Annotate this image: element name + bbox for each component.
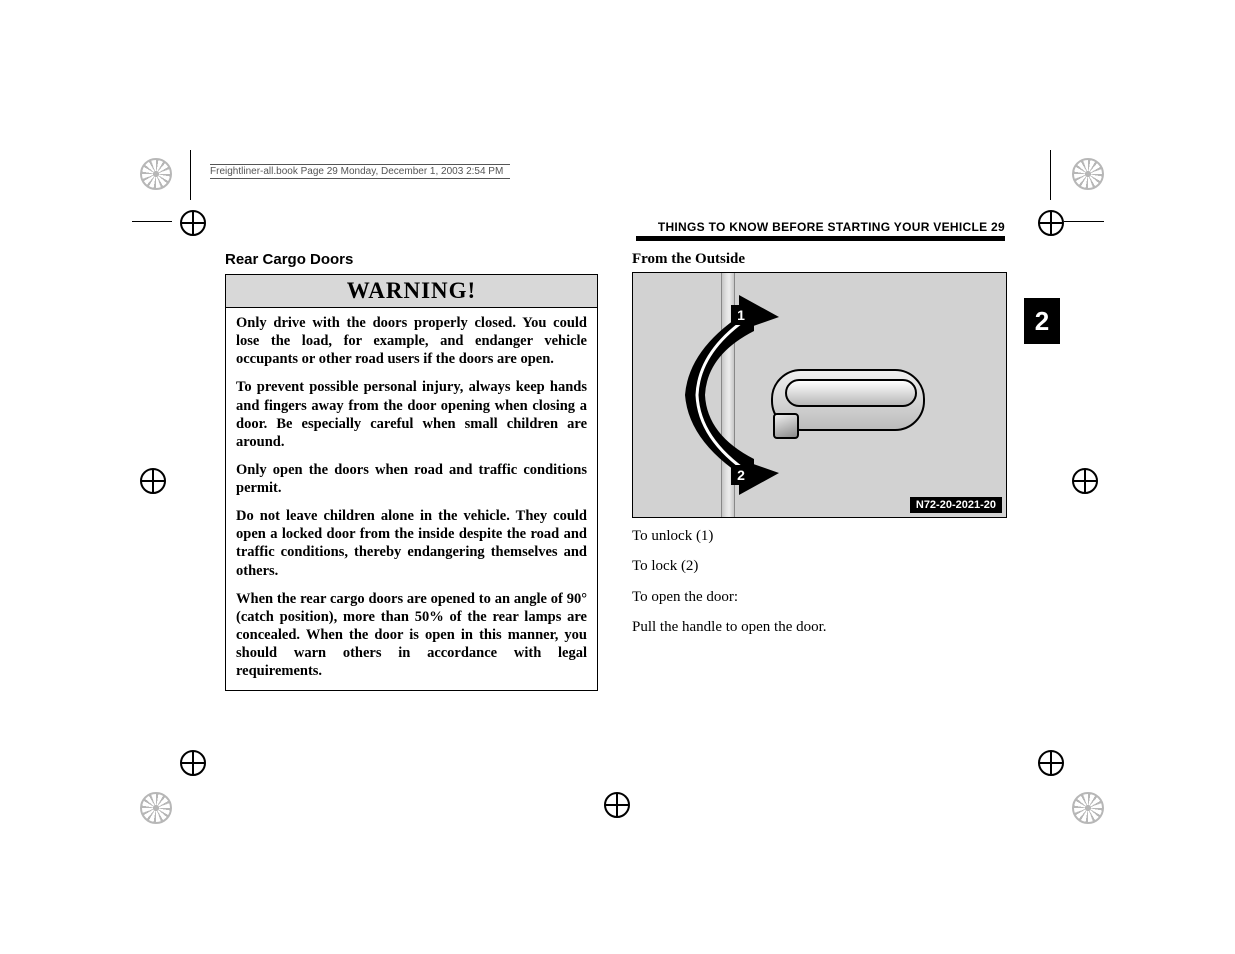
body-para: Pull the handle to open the door. xyxy=(632,617,1005,637)
crop-mark-top-left xyxy=(140,158,172,190)
page-meta-line: Freightliner-all.book Page 29 Monday, De… xyxy=(210,164,510,179)
body-para: To lock (2) xyxy=(632,556,1005,576)
sub-heading: From the Outside xyxy=(632,251,1005,268)
page-body: THINGS TO KNOW BEFORE STARTING YOUR VEHI… xyxy=(225,220,1005,691)
crop-line xyxy=(1050,150,1051,200)
warning-para: Only open the doors when road and traffi… xyxy=(236,461,587,497)
warning-box: WARNING! Only drive with the doors prope… xyxy=(225,274,598,691)
body-para: To open the door: xyxy=(632,587,1005,607)
register-mark-left-mid xyxy=(140,468,166,494)
crop-mark-top-right xyxy=(1072,158,1104,190)
crop-line xyxy=(1064,221,1104,222)
register-mark-bottom-left xyxy=(180,750,206,776)
register-mark-top-right xyxy=(1038,210,1064,236)
lock-cylinder xyxy=(773,413,799,439)
crop-line xyxy=(132,221,172,222)
door-handle-figure: 1 2 N72-20-2021-20 xyxy=(632,272,1007,518)
header-rule xyxy=(636,236,1005,241)
section-title: Rear Cargo Doors xyxy=(225,251,598,268)
section-tab: 2 xyxy=(1024,298,1060,344)
crop-line xyxy=(190,150,191,200)
warning-para: To prevent possible personal injury, alw… xyxy=(236,378,587,451)
callout-1: 1 xyxy=(731,305,751,325)
warning-heading: WARNING! xyxy=(226,275,597,308)
warning-body: Only drive with the doors properly close… xyxy=(226,308,597,690)
right-body-text: To unlock (1) To lock (2) To open the do… xyxy=(632,526,1005,637)
register-mark-top-left xyxy=(180,210,206,236)
register-mark-bottom-right xyxy=(1038,750,1064,776)
left-column: Rear Cargo Doors WARNING! Only drive wit… xyxy=(225,251,598,691)
running-head: THINGS TO KNOW BEFORE STARTING YOUR VEHI… xyxy=(225,220,1005,234)
warning-para: Do not leave children alone in the vehic… xyxy=(236,507,587,580)
register-mark-bottom-mid xyxy=(604,792,630,818)
callout-2: 2 xyxy=(731,465,751,485)
warning-para: When the rear cargo doors are opened to … xyxy=(236,590,587,681)
handle-lever xyxy=(785,379,917,407)
right-column: From the Outside 1 2 N72-20-2021-20 xyxy=(632,251,1005,691)
body-para: To unlock (1) xyxy=(632,526,1005,546)
rotation-arrow-icon xyxy=(669,295,779,495)
warning-para: Only drive with the doors properly close… xyxy=(236,314,587,368)
crop-mark-bottom-right xyxy=(1072,792,1104,824)
register-mark-right-mid xyxy=(1072,468,1098,494)
figure-code: N72-20-2021-20 xyxy=(910,497,1002,513)
crop-mark-bottom-left xyxy=(140,792,172,824)
